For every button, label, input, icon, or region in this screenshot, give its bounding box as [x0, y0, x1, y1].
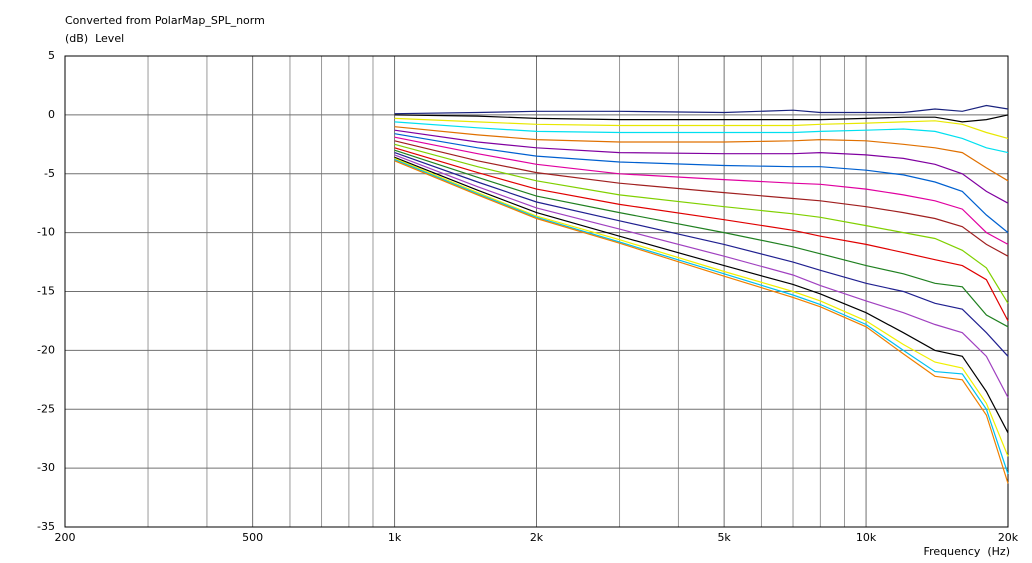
series-line — [394, 157, 1009, 457]
x-tick-label: 20k — [998, 531, 1019, 544]
chart-title: Converted from PolarMap_SPL_norm — [65, 14, 265, 27]
series-line — [394, 121, 1009, 154]
x-tick-label: 500 — [242, 531, 263, 544]
y-tick-label: -35 — [37, 520, 55, 533]
y-tick-label: -15 — [37, 285, 55, 298]
y-tick-label: -5 — [44, 167, 55, 180]
x-tick-label: 5k — [717, 531, 731, 544]
y-tick-label: 5 — [48, 49, 55, 62]
y-tick-label: 0 — [48, 108, 55, 121]
series-line — [394, 147, 1009, 322]
series-line — [394, 143, 1009, 304]
series-line — [394, 149, 1009, 328]
series-line — [394, 114, 1009, 123]
x-tick-label: 1k — [388, 531, 402, 544]
y-tick-label: -30 — [37, 461, 55, 474]
plot-frame — [64, 55, 1009, 528]
series-line — [394, 126, 1009, 182]
series-line — [394, 129, 1009, 204]
series-line — [394, 154, 1009, 398]
series-line — [394, 152, 1009, 357]
series-line — [394, 159, 1009, 475]
y-tick-label: -25 — [37, 402, 55, 415]
series-line — [394, 160, 1009, 484]
x-tick-label: 200 — [55, 531, 76, 544]
x-tick-label: 2k — [530, 531, 544, 544]
y-tick-label: -20 — [37, 343, 55, 356]
y-tick-label: -10 — [37, 226, 55, 239]
series-line — [394, 136, 1009, 245]
series-line — [394, 117, 1009, 139]
x-tick-label: 10k — [856, 531, 877, 544]
series-line — [394, 104, 1009, 115]
series-line — [394, 133, 1009, 234]
series-line — [394, 156, 1009, 434]
y-axis-label: (dB) Level — [65, 32, 124, 45]
x-axis-label: Frequency (Hz) — [924, 545, 1010, 558]
series-line — [394, 140, 1009, 257]
